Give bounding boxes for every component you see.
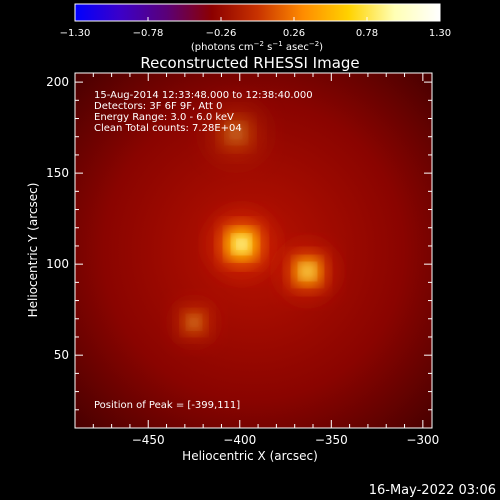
x-tick-label: −300	[406, 433, 439, 447]
info-line: 15-Aug-2014 12:33:48.000 to 12:38:40.000	[94, 90, 313, 101]
peak-position-label: Position of Peak = [-399,111]	[94, 400, 240, 411]
colorbar-tick-label: 1.30	[429, 28, 451, 39]
info-line: Energy Range: 3.0 - 6.0 keV	[94, 112, 234, 123]
colorbar-tick-label: 0.26	[283, 28, 305, 39]
heat-source	[195, 92, 277, 174]
heat-source	[165, 294, 223, 351]
y-axis-label: Heliocentric Y (arcsec)	[26, 183, 40, 318]
info-block: 15-Aug-2014 12:33:48.000 to 12:38:40.000…	[94, 90, 313, 134]
colorbar-units: (photons cm−2 s−1 asec−2)	[191, 40, 323, 53]
colorbar-ticks: −1.30 −0.78 −0.26 0.26 0.78 1.30	[60, 17, 451, 39]
x-axis: −450 −400 −350 −300	[74, 73, 439, 447]
x-axis-label: Heliocentric X (arcsec)	[182, 449, 318, 463]
y-tick-label: 200	[46, 75, 69, 89]
colorbar-tick-label: −0.26	[206, 28, 237, 39]
x-tick-label: −350	[315, 433, 348, 447]
colorbar	[74, 3, 441, 22]
colorbar-tick-label: 0.78	[356, 28, 378, 39]
colorbar-tick-label: −0.78	[133, 28, 164, 39]
info-line: Clean Total counts: 7.28E+04	[94, 123, 242, 134]
x-tick-label: −450	[132, 433, 165, 447]
heat-source	[205, 207, 278, 281]
y-axis: 50 100 150 200	[46, 75, 432, 429]
plot-frame	[74, 72, 433, 429]
chart-title: Reconstructed RHESSI Image	[140, 54, 359, 72]
info-line: Detectors: 3F 6F 9F, Att 0	[94, 101, 222, 112]
plot-area	[75, 73, 432, 428]
heat-source	[275, 239, 340, 304]
timestamp: 16-May-2022 03:06	[369, 483, 496, 498]
colorbar-tick-label: −1.30	[60, 28, 91, 39]
y-tick-label: 150	[46, 166, 69, 180]
y-tick-label: 100	[46, 257, 69, 271]
x-tick-label: −400	[223, 433, 256, 447]
y-tick-label: 50	[54, 348, 69, 362]
